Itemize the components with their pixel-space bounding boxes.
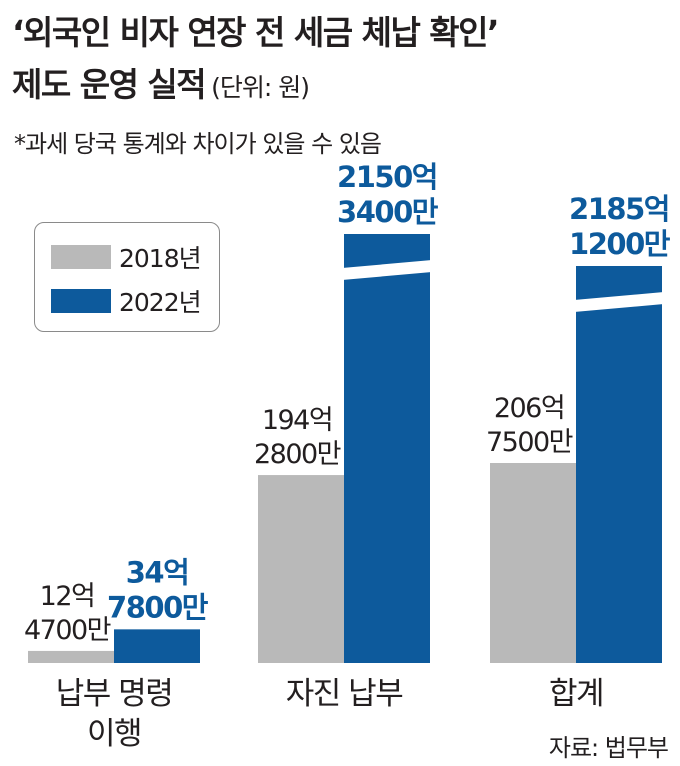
- bar-2022-0: [114, 629, 200, 663]
- legend-label-2018: 2018년: [119, 244, 202, 273]
- legend: 2018년 2022년: [34, 222, 220, 332]
- bar-2018-0: [28, 650, 114, 663]
- label-2018-0-line1: 12억: [40, 581, 95, 612]
- unit-label: (단위: 원): [211, 73, 310, 102]
- chart-title: ‘외국인 비자 연장 전 세금 체납 확인’: [12, 13, 500, 52]
- label-2018-2-line2: 7500만: [486, 427, 573, 458]
- label-2018-1-line1: 194억: [262, 405, 332, 436]
- bar-2022-2: [576, 266, 662, 663]
- axis-break-2: [574, 292, 664, 312]
- category-label-1-1: 자진 납부: [286, 676, 402, 712]
- label-2022-0-line1: 34억: [126, 555, 189, 589]
- label-2018-1-line2: 2800만: [254, 439, 341, 470]
- legend-swatch-2022: [51, 289, 111, 313]
- legend-label-2022: 2022년: [119, 288, 202, 317]
- legend-swatch-2018: [51, 245, 111, 269]
- category-label-0-2: 이행: [87, 716, 141, 752]
- label-2022-2-line1: 2185억: [569, 192, 669, 226]
- category-label-0-1: 납부 명령: [56, 676, 172, 712]
- chart-title-text: 제도 운영 실적: [12, 65, 207, 104]
- bar-2022-1: [344, 234, 430, 663]
- label-2022-1-line1: 2150억: [337, 160, 437, 194]
- chart-title-line2: 제도 운영 실적 (단위: 원): [12, 58, 310, 106]
- footnote: *과세 당국 통계와 차이가 있을 수 있음: [14, 130, 382, 158]
- category-label-2-1: 합계: [549, 676, 603, 712]
- bar-2018-2: [490, 463, 576, 663]
- label-2018-0-line2: 4700만: [24, 615, 111, 646]
- axis-break-1: [342, 260, 432, 280]
- bar-2018-1: [258, 475, 344, 663]
- label-2022-1-line2: 3400만: [337, 195, 439, 229]
- label-2018-2-line1: 206억: [494, 393, 564, 424]
- label-2022-0-line2: 7800만: [107, 590, 209, 624]
- source-note: 자료: 법무부: [548, 734, 669, 762]
- legend-item-2022: 2022년: [51, 285, 202, 317]
- legend-item-2018: 2018년: [51, 241, 202, 273]
- label-2022-2-line2: 1200만: [569, 227, 671, 261]
